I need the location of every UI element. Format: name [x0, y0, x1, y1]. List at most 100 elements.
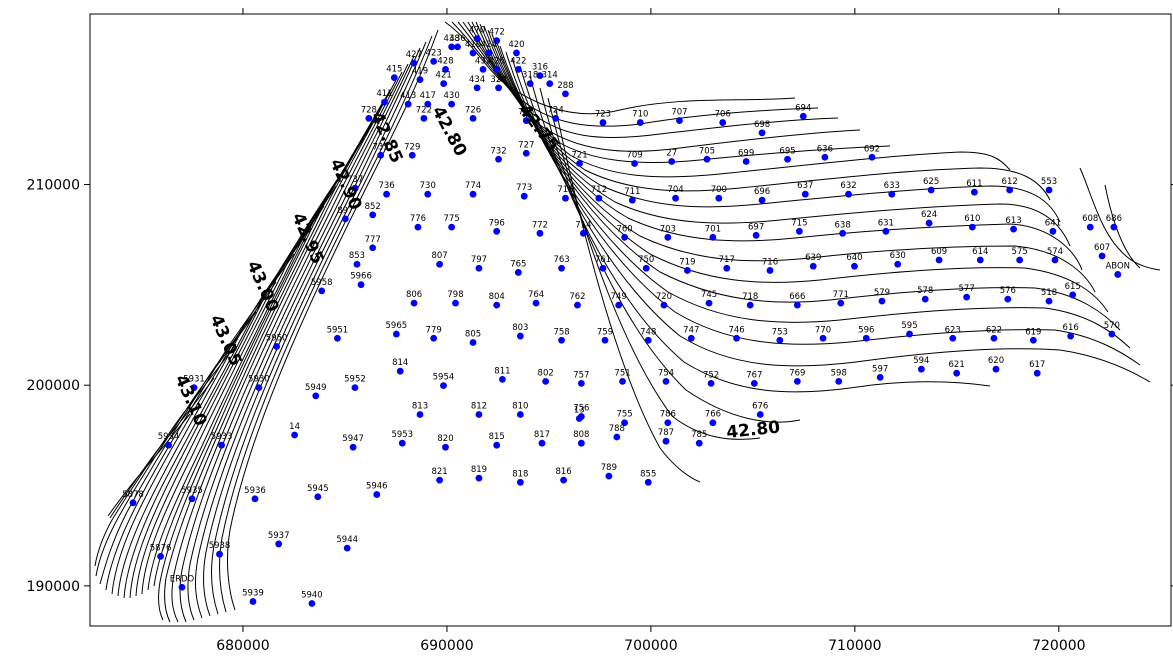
well-point	[308, 600, 316, 607]
well-point	[522, 117, 530, 124]
well-point	[615, 301, 623, 309]
well-point	[660, 301, 668, 309]
well-label: 700	[711, 185, 727, 195]
contour-line	[519, 65, 1151, 383]
well-label: 718	[742, 292, 758, 302]
well-label: 810	[512, 402, 528, 412]
well-label: 640	[846, 253, 862, 263]
well-label: 766	[705, 410, 721, 420]
x-tick-label: 720000	[1032, 638, 1085, 654]
well-label: 760	[616, 224, 632, 234]
contour-line	[227, 29, 439, 611]
well-point	[546, 80, 554, 88]
well-point	[619, 378, 626, 385]
well-label: 852	[365, 202, 381, 212]
well-point	[631, 160, 638, 167]
well-point	[410, 299, 418, 307]
well-label: 620	[988, 356, 1004, 366]
well-point	[273, 343, 281, 350]
well-point	[377, 151, 385, 159]
well-point	[473, 35, 481, 43]
well-label: 518	[1041, 288, 1057, 298]
well-label: 609	[931, 247, 947, 257]
well-label: 5953	[391, 430, 413, 440]
well-label: 804	[489, 292, 505, 302]
well-label: 424	[481, 40, 497, 50]
well-label: 704	[667, 185, 683, 195]
well-point	[953, 369, 961, 377]
well-label: 420	[508, 40, 524, 50]
well-point	[894, 260, 902, 268]
well-label: 855	[640, 469, 656, 479]
well-point	[1016, 256, 1024, 264]
well-label: 773	[516, 183, 532, 193]
well-point	[642, 264, 650, 272]
well-point	[351, 384, 359, 392]
contour-line	[539, 87, 801, 423]
well-label: 763	[553, 255, 569, 265]
well-point	[369, 211, 377, 219]
well-label: 630	[890, 251, 906, 261]
well-point	[1110, 223, 1118, 231]
contour-line	[451, 21, 819, 127]
well-point	[819, 334, 827, 342]
well-label: 729	[404, 142, 420, 152]
well-point	[868, 153, 876, 161]
well-point	[448, 223, 456, 231]
well-point	[862, 334, 870, 342]
contour-line	[511, 57, 1141, 366]
contour-line	[109, 377, 215, 519]
well-point	[381, 98, 388, 106]
well-label: 797	[471, 255, 487, 265]
well-point	[442, 65, 449, 73]
well-label: 5930	[248, 375, 270, 385]
well-point	[577, 413, 585, 420]
well-label: 320	[490, 75, 506, 85]
well-label: 5951	[327, 325, 349, 335]
contour-line	[95, 311, 257, 577]
well-point	[251, 495, 259, 503]
well-label: 703	[660, 224, 676, 234]
well-label: 595	[901, 321, 917, 331]
well-label: 820	[437, 434, 453, 444]
well-label: 421	[436, 71, 452, 81]
well-label: 13	[574, 406, 585, 416]
well-point	[668, 158, 676, 165]
well-point	[514, 269, 522, 276]
well-point	[398, 439, 406, 447]
contour-line	[141, 137, 365, 595]
well-label: 633	[884, 181, 900, 191]
well-point	[621, 419, 628, 427]
well-label: 814	[392, 358, 408, 368]
well-label: 753	[772, 327, 788, 337]
well-label: 769	[789, 368, 805, 378]
well-point	[558, 264, 565, 272]
contour-line	[495, 39, 1109, 313]
well-point	[424, 100, 432, 108]
well-label: 631	[878, 218, 894, 228]
contour-line	[202, 47, 421, 617]
well-point	[351, 184, 359, 192]
well-point	[249, 598, 257, 605]
well-point	[876, 373, 884, 381]
well-point	[599, 119, 607, 126]
well-label: 709	[626, 150, 642, 160]
well-point	[318, 287, 326, 295]
well-label: 755	[616, 410, 632, 420]
well-point	[440, 382, 447, 390]
well-label: 779	[426, 325, 442, 335]
well-label: 596	[858, 325, 874, 335]
contour-line	[171, 79, 397, 623]
well-label: 5933	[211, 432, 233, 442]
well-label: 815	[489, 432, 505, 442]
well-label: 316	[532, 63, 548, 73]
well-point	[526, 80, 534, 88]
well-point	[558, 336, 565, 344]
well-label: 705	[699, 146, 715, 156]
well-label: 436	[449, 34, 465, 44]
well-point	[949, 334, 957, 342]
well-point	[392, 330, 400, 338]
well-label: 472	[489, 28, 505, 38]
well-point	[495, 84, 502, 92]
well-label: 716	[762, 257, 778, 267]
